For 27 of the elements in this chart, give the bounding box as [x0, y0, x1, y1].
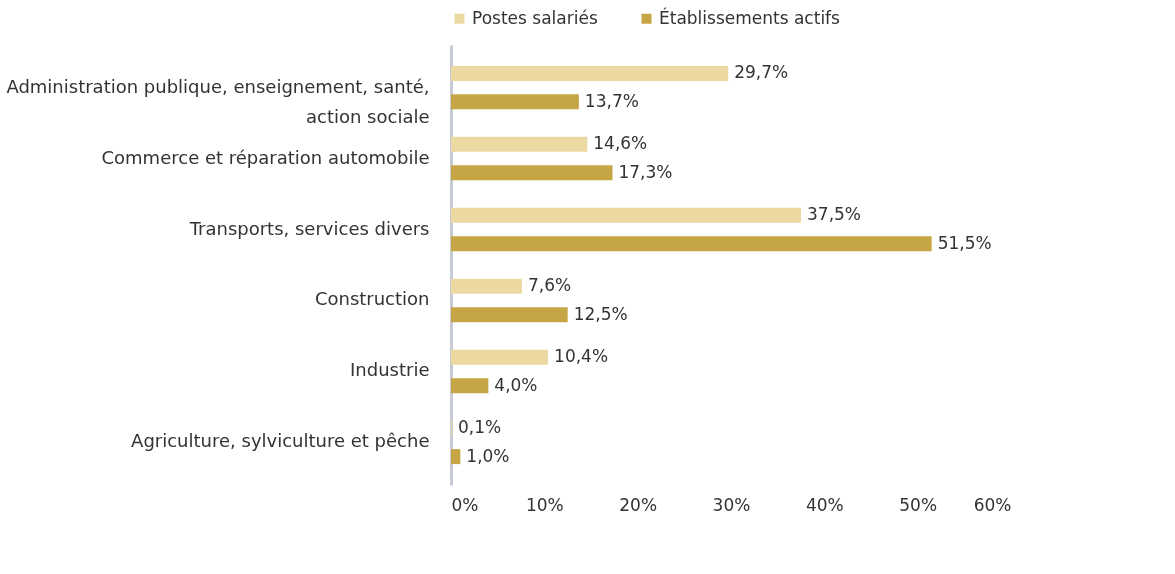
data-label: 1,0%	[466, 445, 510, 466]
legend-label: Postes salariés	[472, 7, 598, 28]
data-label: 14,6%	[593, 133, 648, 154]
y-tick-label: Transports, services divers	[188, 217, 430, 239]
data-label: 12,5%	[573, 303, 628, 324]
x-tick-label: 30%	[712, 494, 751, 515]
y-tick-label: Agriculture, sylviculture et pêche	[131, 430, 430, 452]
y-tick-label: Industrie	[350, 359, 430, 381]
data-label: 0,1%	[457, 417, 502, 438]
x-tick-label: 50%	[899, 494, 938, 515]
data-label: 7,6%	[527, 275, 572, 296]
legend-label: Établissements actifs	[659, 6, 841, 28]
x-tick-label: 10%	[525, 494, 564, 515]
y-tick-label: Construction	[314, 288, 430, 310]
data-label: 37,5%	[807, 204, 862, 225]
x-tick-label: 0%	[451, 494, 479, 515]
data-label: 10,4%	[554, 346, 609, 367]
x-tick-label: 20%	[619, 494, 658, 515]
data-label: 13,7%	[584, 90, 639, 111]
y-tick-label: Administration publique, enseignement, santé, action sociale	[6, 75, 430, 127]
data-label: 4,0%	[494, 374, 538, 395]
data-label: 51,5%	[937, 232, 992, 253]
data-label: 17,3%	[618, 161, 673, 182]
data-label: 29,7%	[734, 62, 789, 83]
x-tick-label: 40%	[805, 494, 844, 515]
x-tick-label: 60%	[973, 494, 1012, 515]
y-tick-label: Commerce et réparation automobile	[101, 146, 430, 168]
